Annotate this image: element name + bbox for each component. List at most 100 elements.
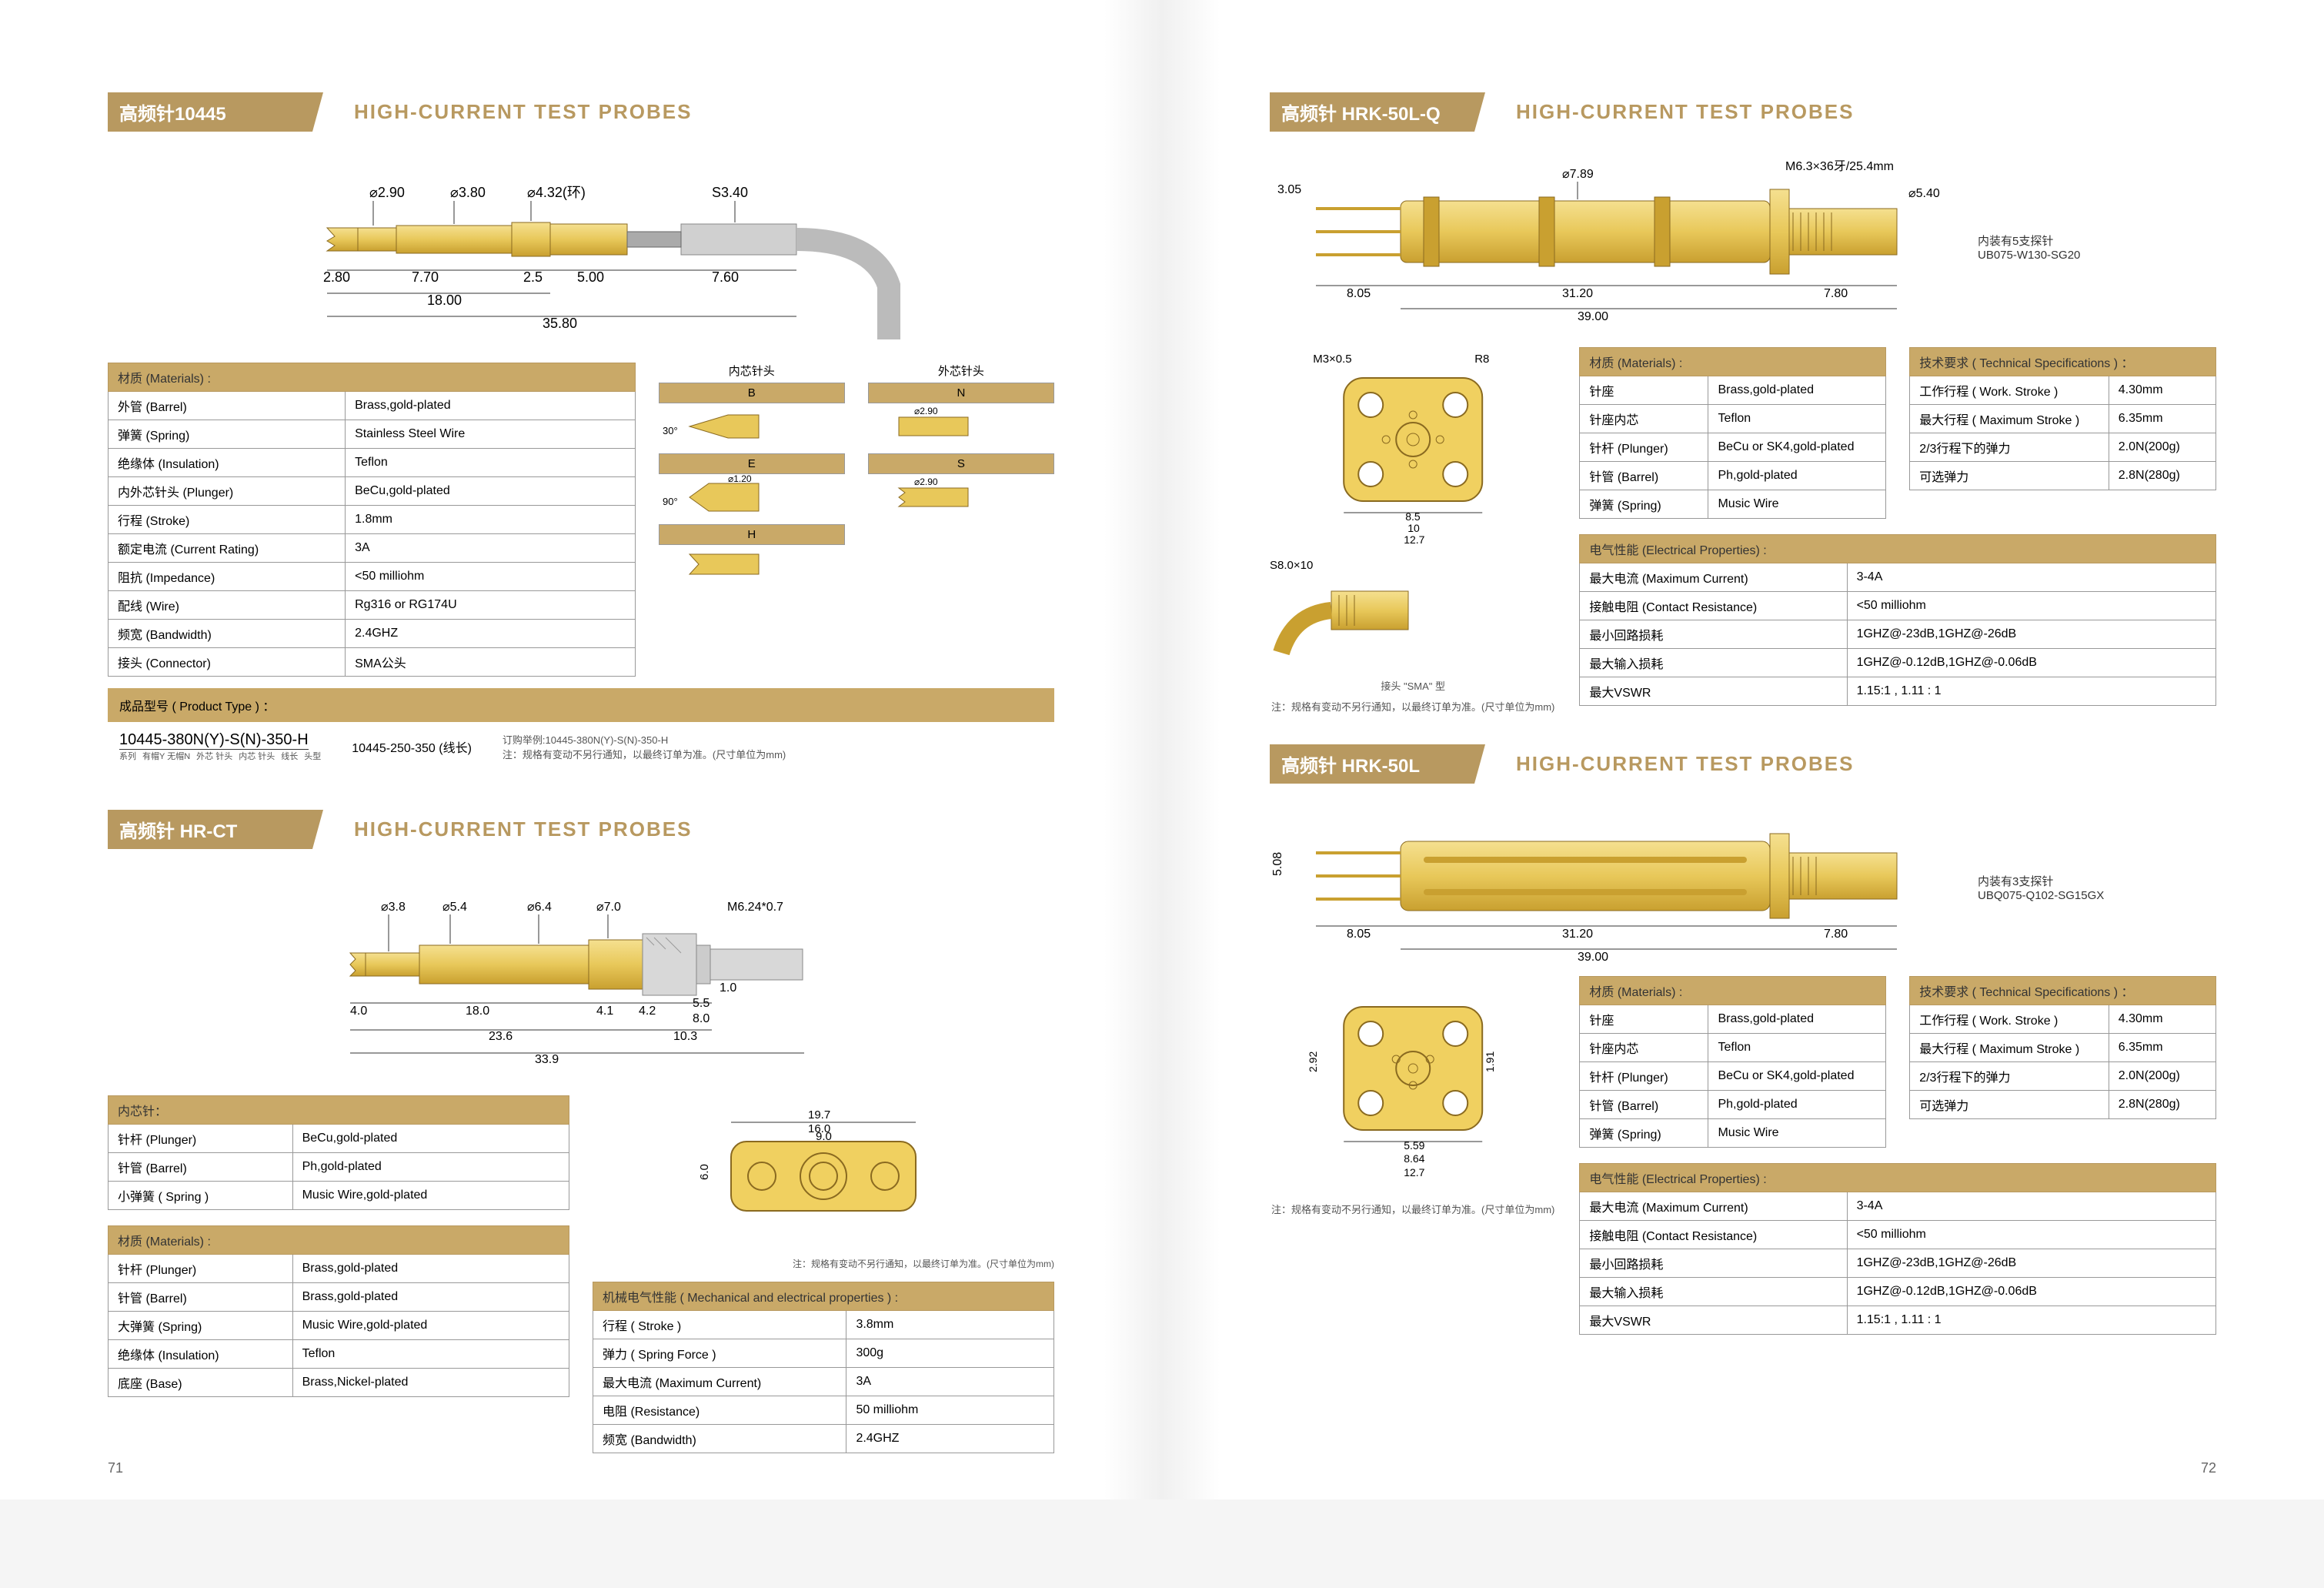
cell-value: Ph,gold-plated [292,1153,569,1182]
svg-text:39.00: 39.00 [1578,951,1608,964]
dim: 5.00 [577,269,604,285]
svg-text:33.9: 33.9 [535,1053,559,1066]
cell-label: 最大电流 (Maximum Current) [1580,563,1847,592]
cell-value: 3A [846,1368,1054,1396]
cell-value: <50 milliohm [346,563,636,591]
cell-value: Brass,gold-plated [292,1255,569,1283]
table-row: 接触电阻 (Contact Resistance)<50 milliohm [1580,1221,2216,1249]
svg-text:1.91: 1.91 [1484,1051,1496,1072]
title-en: HIGH-CURRENT TEST PROBES [1516,100,1854,124]
table-row: 最大VSWR1.15:1 , 1.11 : 1 [1580,1306,2216,1335]
cell-label: 针杆 (Plunger) [109,1125,293,1153]
svg-text:8.0: 8.0 [693,1012,710,1025]
cell-label: 最大VSWR [1580,1306,1847,1335]
svg-text:6.0: 6.0 [698,1164,711,1180]
tech-table-hrk50lq: 技术要求 ( Technical Specifications ) ： 工作行程… [1909,347,2216,490]
table-row: 最大电流 (Maximum Current)3A [593,1368,1054,1396]
table-row: 最大电流 (Maximum Current)3-4A [1580,1192,2216,1221]
table-row: 最小回路损耗1GHZ@-23dB,1GHZ@-26dB [1580,1249,2216,1278]
cell-value: 50 milliohm [846,1396,1054,1425]
table-row: 针座内芯Teflon [1580,1034,1886,1062]
diagram-hrk50lq: 3.05 ⌀7.89 M6.3×36牙/25.4mm ⌀5.40 8.05 31… [1270,147,2216,347]
sub-label: 线长 [281,750,298,762]
title-en: HIGH-CURRENT TEST PROBES [1516,752,1854,776]
product-alt: 10445-250-350 (线长) [352,737,472,756]
cell-label: 最大VSWR [1580,677,1847,706]
cell-value: BeCu,gold-plated [346,477,636,506]
tables-hrct: 内芯针： 针杆 (Plunger)BeCu,gold-plated针管 (Bar… [108,1095,1054,1453]
table-row: 接触电阻 (Contact Resistance)<50 milliohm [1580,592,2216,620]
cell-value: 300g [846,1339,1054,1368]
cell-label: 可选弹力 [1910,462,2109,490]
spec-note: 注：规格有变动不另行通知，以最终订单为准。(尺寸单位为mm) [1270,699,1556,714]
svg-text:R8: R8 [1474,353,1489,366]
materials-table-hrk50lq: 材质 (Materials) : 针座Brass,gold-plated针座内芯… [1579,347,1886,519]
svg-text:M3×0.5: M3×0.5 [1313,353,1351,366]
spec-note: 注：规格有变动不另行通知，以最终订单为准。(尺寸单位为mm) [1270,1202,1556,1216]
cell-value: 4.30mm [2109,376,2215,405]
table-row: 底座 (Base)Brass,Nickel-plated [109,1369,569,1397]
elec-table-hrk50l: 电气性能 (Electrical Properties) : 最大电流 (Max… [1579,1163,2216,1335]
cell-label: 接头 (Connector) [109,648,346,677]
svg-text:23.6: 23.6 [489,1030,513,1043]
cell-label: 最大输入损耗 [1580,649,1847,677]
cell-label: 最小回路损耗 [1580,620,1847,649]
svg-text:10: 10 [1407,522,1420,534]
table-row: 弹力 ( Spring Force )300g [593,1339,1054,1368]
cell-value: 6.35mm [2109,405,2215,433]
materials-table-hrk50l: 材质 (Materials) : 针座Brass,gold-plated针座内芯… [1579,976,1886,1148]
cell-label: 行程 (Stroke) [109,506,346,534]
table-row: 外管 (Barrel)Brass,gold-plated [109,392,636,420]
table-row: 内外芯针头 (Plunger)BeCu,gold-plated [109,477,636,506]
dim: S3.40 [712,185,748,200]
cell-label: 2/3行程下的弹力 [1910,433,2109,462]
cell-label: 频宽 (Bandwidth) [593,1425,846,1453]
table-row: 针座内芯Teflon [1580,405,1886,433]
tip-inner-label: 内芯针头 [659,363,845,379]
cell-value: 1.15:1 , 1.11 : 1 [1847,1306,2215,1335]
cell-value: Music Wire [1708,1119,1886,1148]
cell-label: 配线 (Wire) [109,591,346,620]
table-row: 行程 ( Stroke )3.8mm [593,1311,1054,1339]
cell-value: 2.4GHZ [846,1425,1054,1453]
dim: 7.70 [412,269,439,285]
tip-code: S [868,453,1054,474]
cell-label: 绝缘体 (Insulation) [109,1340,293,1369]
cell-label: 弹簧 (Spring) [1580,490,1708,519]
section-header-hrk50lq: 高频针 HRK-50L-Q HIGH-CURRENT TEST PROBES [1270,92,2216,132]
sub-label: 系列 [119,750,136,762]
mech-table-hrct: 机械电气性能 ( Mechanical and electrical prope… [593,1282,1054,1453]
svg-text:4.0: 4.0 [350,1005,367,1018]
cell-value: Ph,gold-plated [1708,1091,1886,1119]
catalog-spread: 高频针10445 HIGH-CURRENT TEST PROBES ⌀2.90 … [0,0,2324,1499]
cell-label: 最大行程 ( Maximum Stroke ) [1910,1034,2109,1062]
table-row: 电阻 (Resistance)50 milliohm [593,1396,1054,1425]
cell-value: 2.8N(280g) [2109,462,2215,490]
table-row: 最大VSWR1.15:1 , 1.11 : 1 [1580,677,2216,706]
title-cn: 高频针 HRK-50L-Q [1270,92,1485,132]
tip-s-icon: ⌀2.90 [868,474,1054,520]
cell-label: 可选弹力 [1910,1091,2109,1119]
section-header-hrk50l: 高频针 HRK-50L HIGH-CURRENT TEST PROBES [1270,744,2216,784]
cell-label: 针管 (Barrel) [1580,462,1708,490]
table-row: 小弹簧 ( Spring )Music Wire,gold-plated [109,1182,569,1210]
table-row: 额定电流 (Current Rating)3A [109,534,636,563]
sma-connector-label: 接头 "SMA" 型 [1270,678,1556,693]
cell-label: 最大行程 ( Maximum Stroke ) [1910,405,2109,433]
cell-value: Teflon [346,449,636,477]
sub-label: 外芯 针头 [196,750,232,762]
cell-value: Music Wire,gold-plated [292,1182,569,1210]
dim: 2.5 [523,269,543,285]
table-row: 行程 (Stroke)1.8mm [109,506,636,534]
probe-side-note: 内装有3支探针 UBQ075-Q102-SG15GX [1978,873,2104,902]
table-row: 工作行程 ( Work. Stroke )4.30mm [1910,1005,2216,1034]
cell-value: 1.8mm [346,506,636,534]
svg-text:⌀3.8: ⌀3.8 [381,901,406,914]
cell-label: 底座 (Base) [109,1369,293,1397]
svg-text:⌀5.40: ⌀5.40 [1908,187,1940,200]
cell-value: 1.15:1 , 1.11 : 1 [1847,677,2215,706]
sma-label: S8.0×10 [1270,559,1556,572]
cell-value: BeCu,gold-plated [292,1125,569,1153]
product-code: 10445-380N(Y)-S(N)-350-H [119,731,309,750]
svg-text:7.80: 7.80 [1824,928,1848,941]
